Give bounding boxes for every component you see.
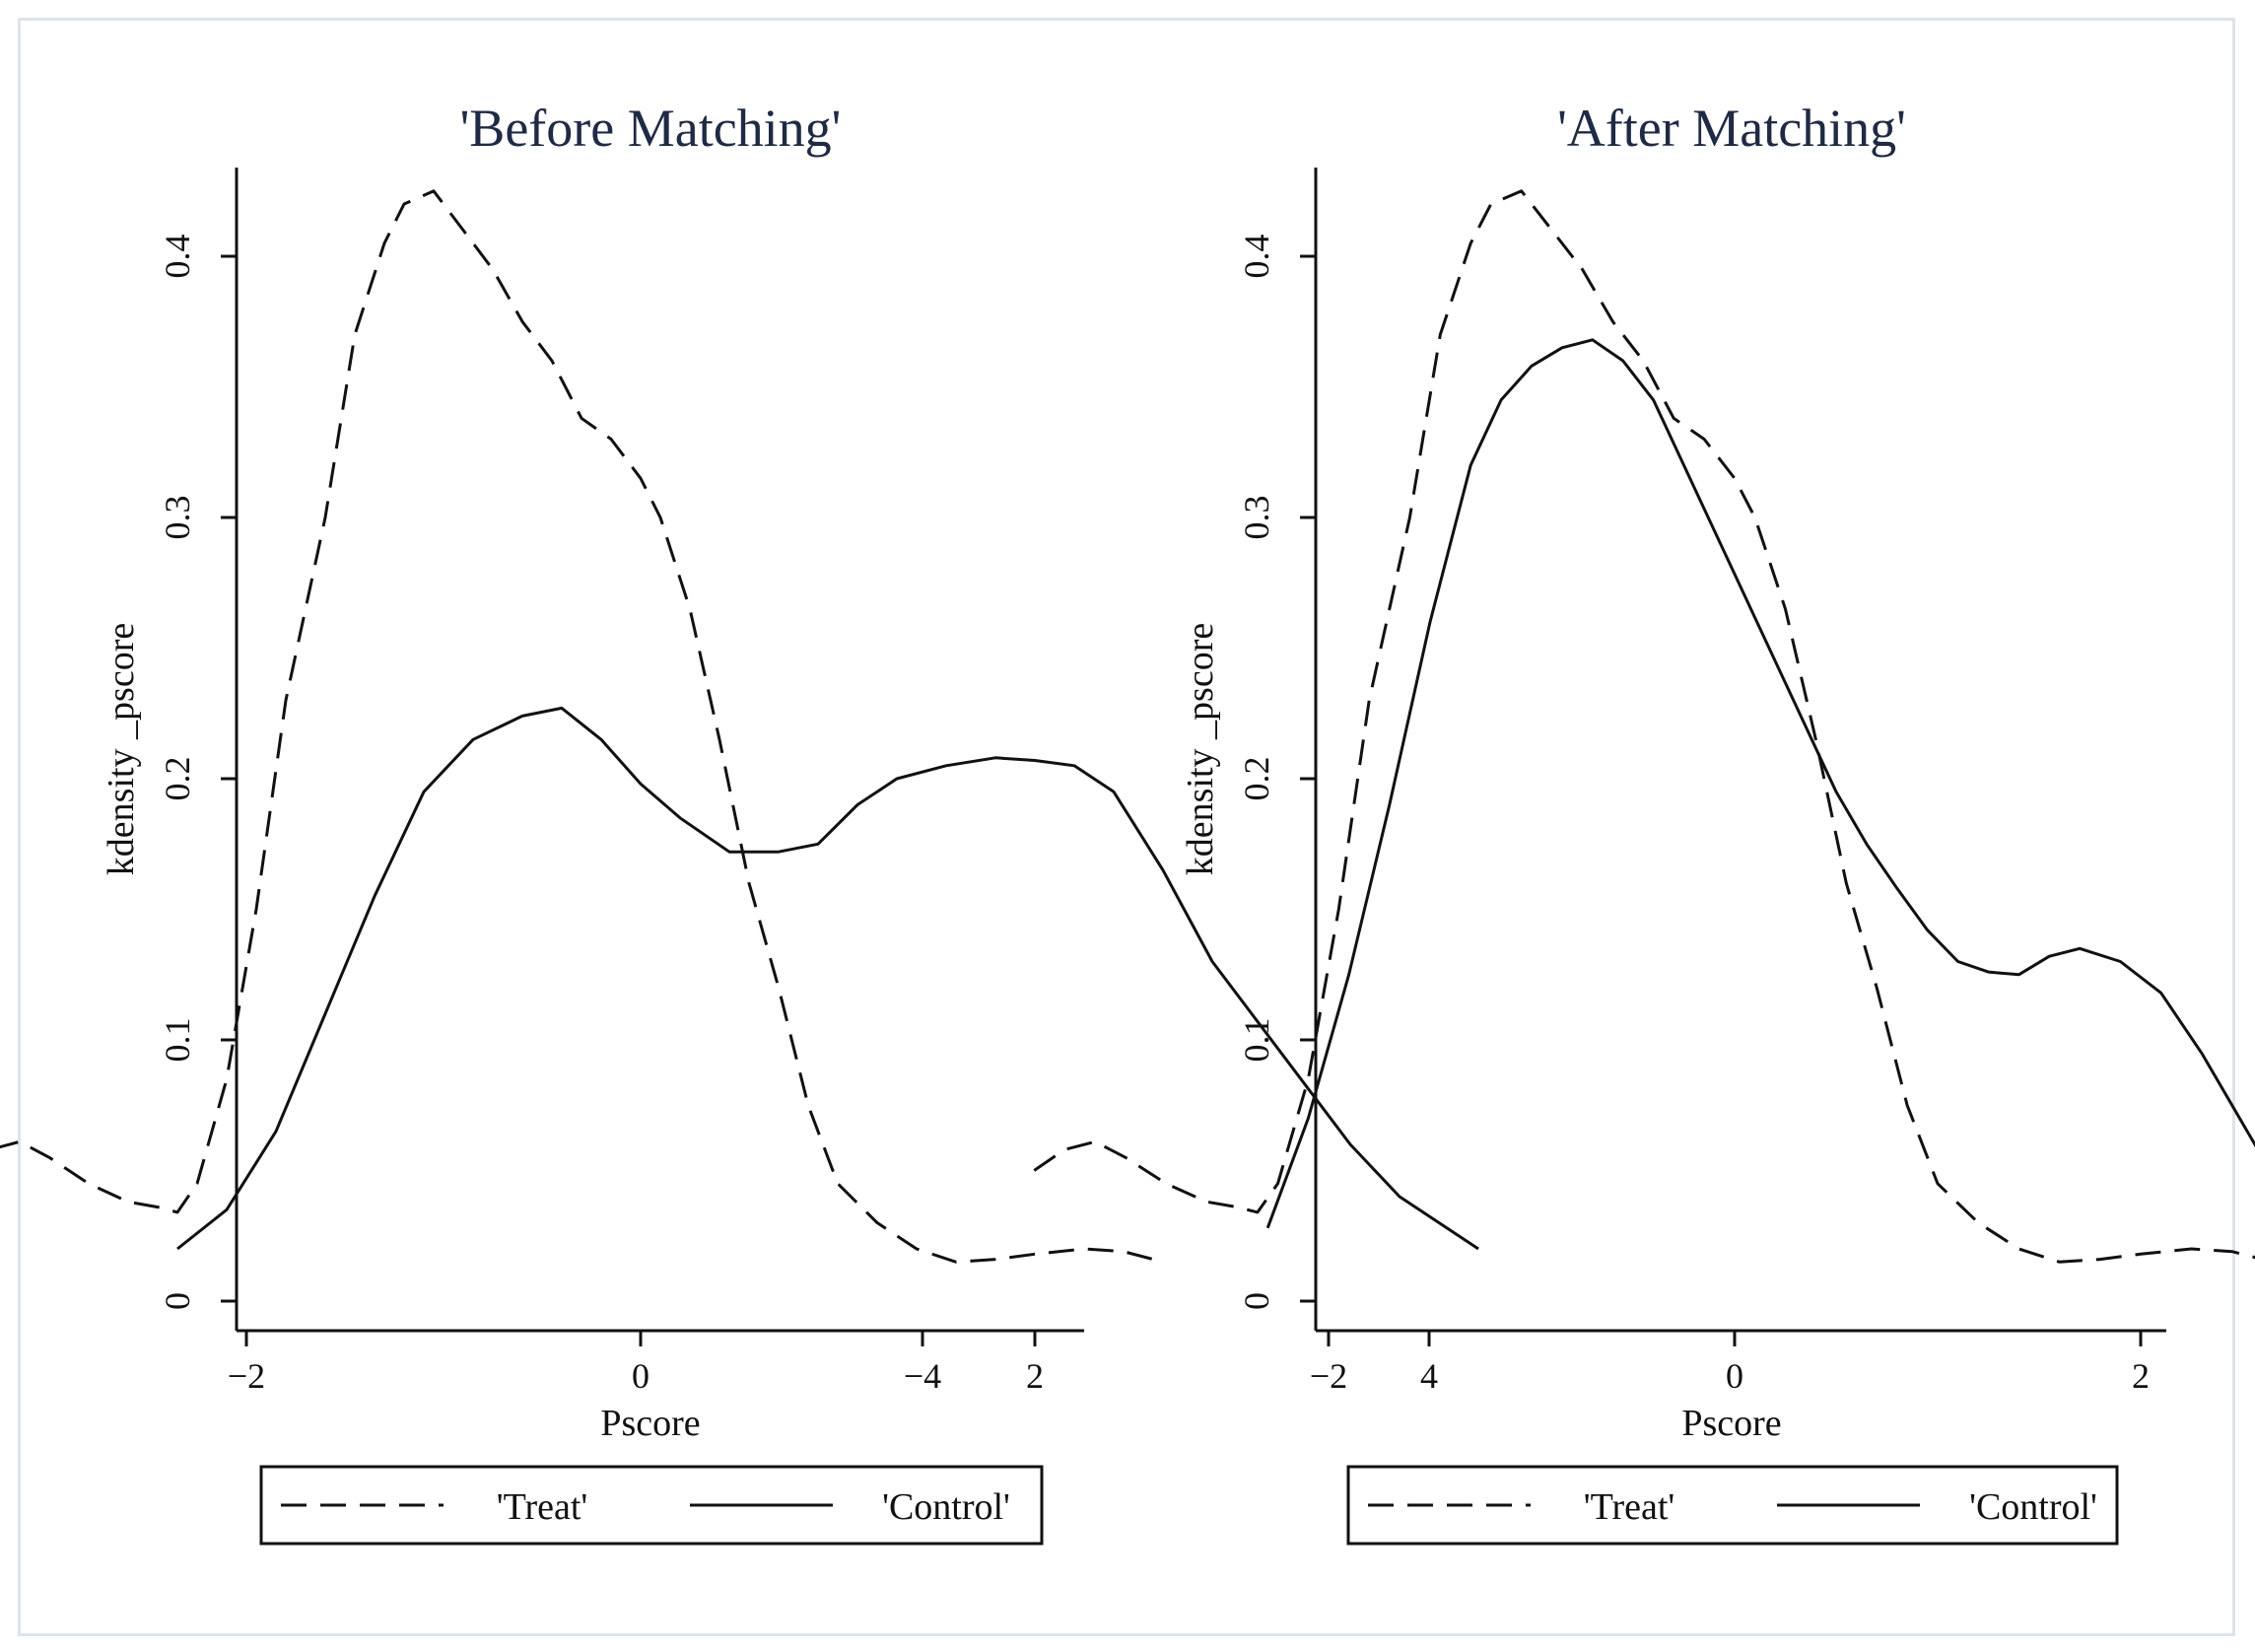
legend-label-control: 'Control' xyxy=(882,1486,1010,1528)
x-tick-label: −4 xyxy=(904,1356,941,1396)
x-tick-label: 4 xyxy=(1420,1356,1438,1396)
figure-frame xyxy=(18,18,2235,1636)
treat-series-line xyxy=(1033,189,2255,1264)
x-tick-label: 0 xyxy=(632,1356,649,1396)
control-series-line xyxy=(1265,338,2255,1229)
legend-box xyxy=(259,1465,1044,1546)
panel-title: 'Before Matching' xyxy=(460,99,842,158)
x-tick-label: −2 xyxy=(1310,1356,1347,1396)
y-tick-label: 0 xyxy=(158,1292,197,1310)
y-tick-label: 0.2 xyxy=(1237,757,1276,801)
y-tick-label: 0.1 xyxy=(1237,1018,1276,1063)
legend-label-control: 'Control' xyxy=(1969,1486,2097,1528)
x-tick-label: 2 xyxy=(2132,1356,2150,1396)
panel-title: 'After Matching' xyxy=(1557,99,1906,158)
x-axis-label: Pscore xyxy=(1681,1403,1781,1444)
y-axis-label: kdensity _pscore xyxy=(1180,623,1221,875)
treat-series-line xyxy=(0,189,1154,1264)
y-tick-label: 0.1 xyxy=(158,1018,197,1063)
x-tick-label: −2 xyxy=(228,1356,265,1396)
x-tick-label: 2 xyxy=(1026,1356,1044,1396)
legend-label-treat: 'Treat' xyxy=(1584,1486,1675,1528)
y-tick-label: 0.3 xyxy=(1237,496,1276,540)
legend-box xyxy=(1346,1465,2119,1546)
x-tick-label: 0 xyxy=(1726,1356,1743,1396)
y-tick-label: 0.3 xyxy=(158,496,197,540)
y-tick-label: 0.2 xyxy=(158,757,197,801)
control-series-line xyxy=(176,706,1479,1251)
y-axis-label: kdensity _pscore xyxy=(101,623,142,875)
y-tick-label: 0.4 xyxy=(158,235,197,279)
y-tick-label: 0 xyxy=(1237,1292,1276,1310)
x-axis-label: Pscore xyxy=(600,1403,700,1444)
legend-label-treat: 'Treat' xyxy=(497,1486,588,1528)
y-tick-label: 0.4 xyxy=(1237,235,1276,279)
